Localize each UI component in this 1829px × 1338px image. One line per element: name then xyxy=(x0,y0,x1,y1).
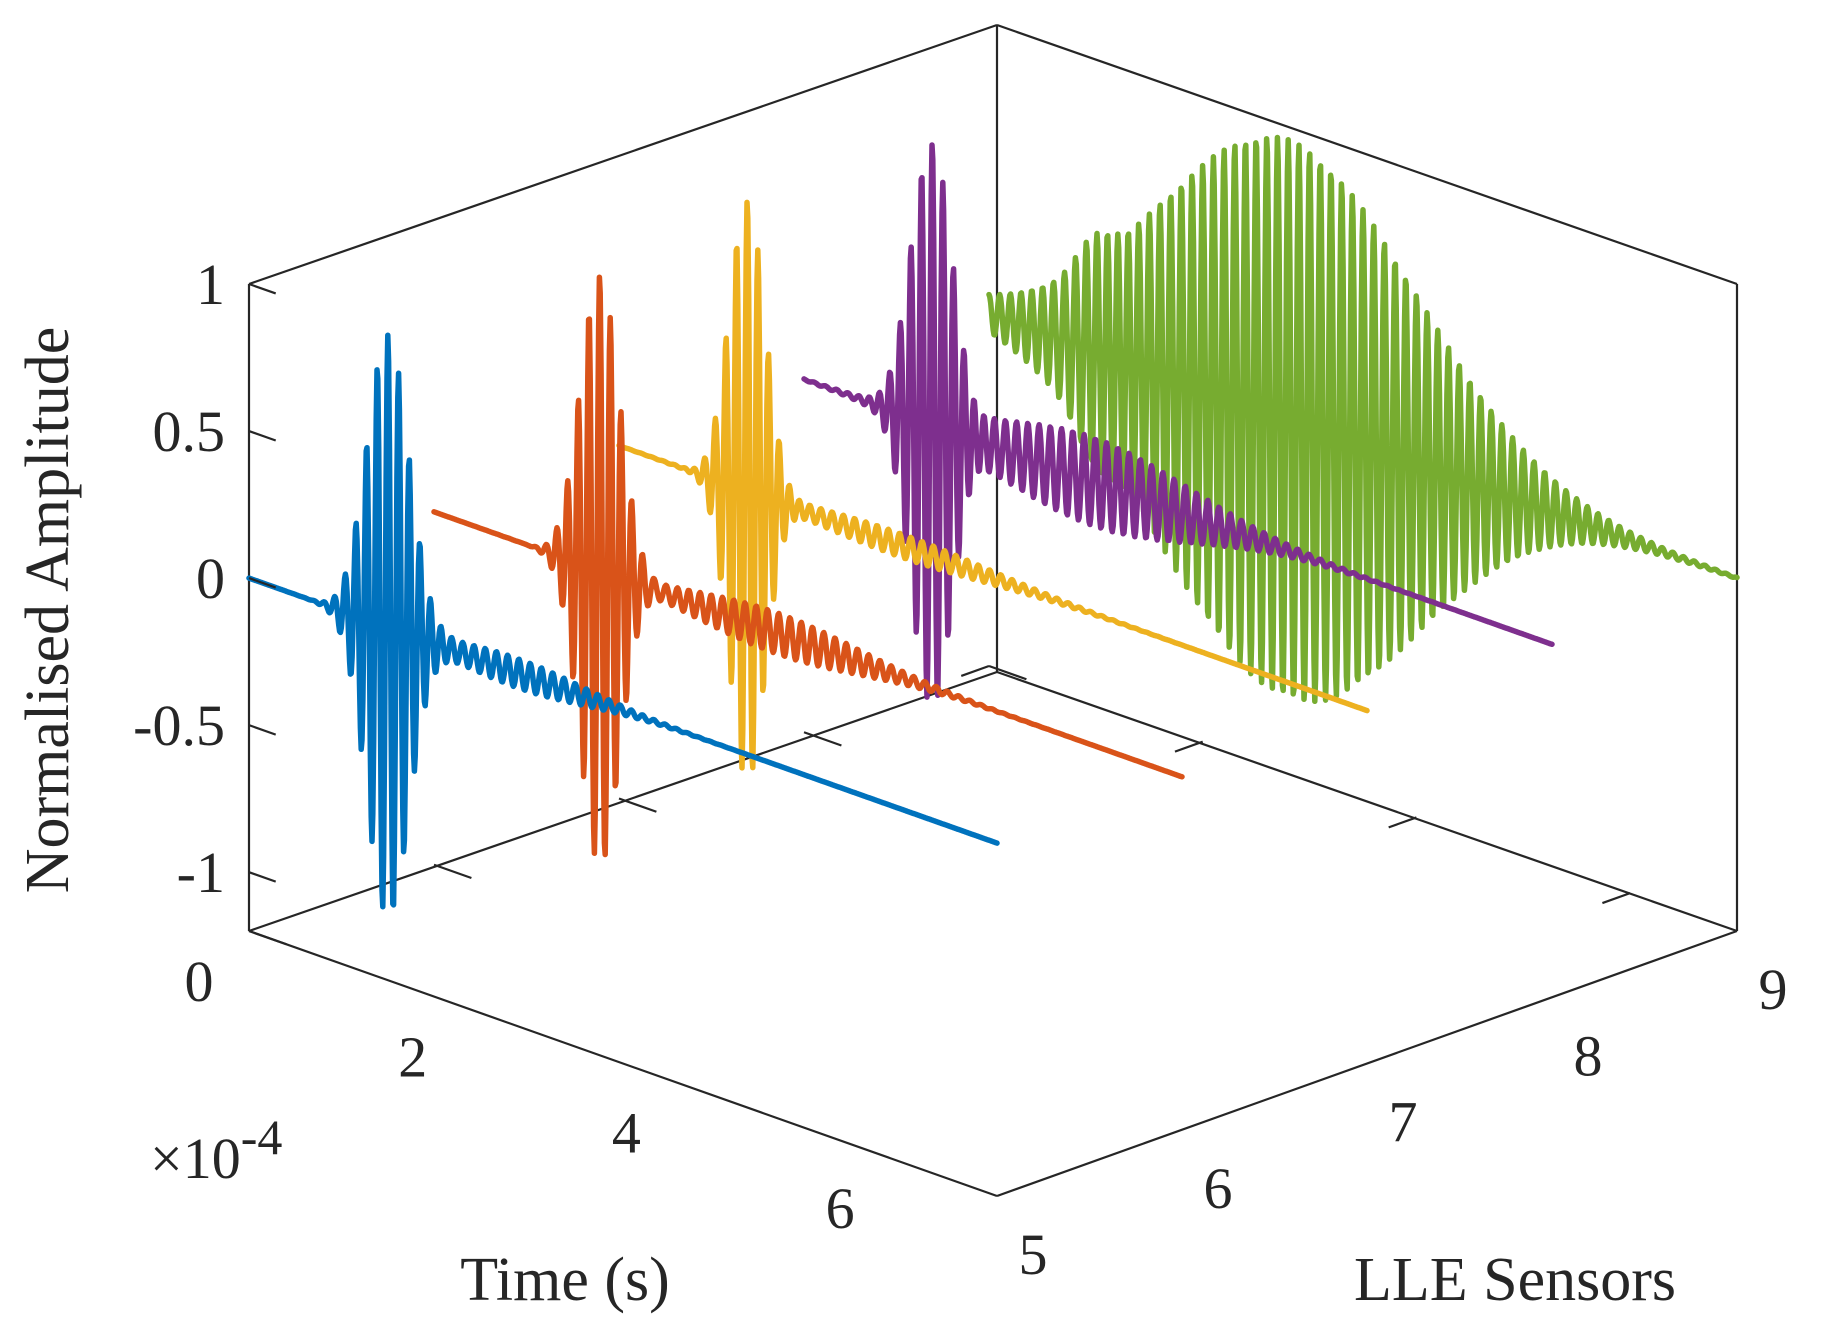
axes-box xyxy=(247,23,1739,1198)
box-edge-floor-right xyxy=(996,670,1738,933)
z-axis-label: Normalised Amplitude xyxy=(14,327,82,894)
ticks: 0 2 4 6 5 6 7 8 9 1 0.5 0 -0.5 -1 xyxy=(133,252,1787,1287)
x-axis-exponent: ×10-4 xyxy=(150,1109,282,1191)
z-tick-label-0: 0 xyxy=(196,546,225,611)
x-exponent-base: ×10 xyxy=(150,1126,241,1191)
series-line-sensor-6 xyxy=(431,274,1185,858)
x-tick-label-0: 0 xyxy=(185,949,214,1014)
x-tick-mark-0 xyxy=(960,664,990,677)
y-tick-label-7: 7 xyxy=(1389,1090,1418,1155)
series-line-sensor-5 xyxy=(246,332,1000,910)
y-tick-mark-9 xyxy=(988,664,1027,681)
y-tick-label-5: 5 xyxy=(1019,1222,1048,1287)
x-tick-mark-6 xyxy=(1602,892,1631,905)
series-lines xyxy=(246,134,1740,910)
x-tick-label-6: 6 xyxy=(826,1176,855,1241)
y-axis-line xyxy=(996,929,1738,1198)
z-tick-mark-0 xyxy=(248,577,277,589)
x-tick-label-4: 4 xyxy=(612,1100,641,1165)
y-tick-label-9: 9 xyxy=(1759,957,1788,1022)
x-tick-mark-2 xyxy=(1174,740,1204,753)
y-tick-mark-5 xyxy=(248,929,287,946)
z-tick-label--1: -1 xyxy=(177,840,225,905)
x-tick-mark-4 xyxy=(1388,816,1417,829)
x-tick-label-2: 2 xyxy=(398,1025,427,1090)
z-tick-label-1: 1 xyxy=(196,252,225,317)
y-tick-label-6: 6 xyxy=(1204,1156,1233,1221)
z-tick-mark--1 xyxy=(248,871,277,883)
box-edge-floor-left xyxy=(248,670,998,933)
z-tick-label--0.5: -0.5 xyxy=(133,693,225,758)
x-axis-label: Time (s) xyxy=(460,1246,670,1314)
z-tick-mark--0.5 xyxy=(248,724,277,736)
y-tick-mark-7 xyxy=(618,797,657,813)
z-tick-label-0.5: 0.5 xyxy=(153,399,226,464)
z-tick-mark-1 xyxy=(248,282,277,295)
y-tick-mark-8 xyxy=(803,731,842,747)
y-tick-label-8: 8 xyxy=(1574,1023,1603,1088)
x-axis-line xyxy=(248,929,998,1198)
x-exponent-power: -4 xyxy=(241,1109,283,1165)
y-axis-label: LLE Sensors xyxy=(1354,1246,1676,1314)
box-edge-top-left xyxy=(248,23,998,286)
z-tick-mark-0.5 xyxy=(248,430,277,442)
box-edge-top-right xyxy=(996,23,1738,286)
y-tick-mark-6 xyxy=(433,863,472,880)
